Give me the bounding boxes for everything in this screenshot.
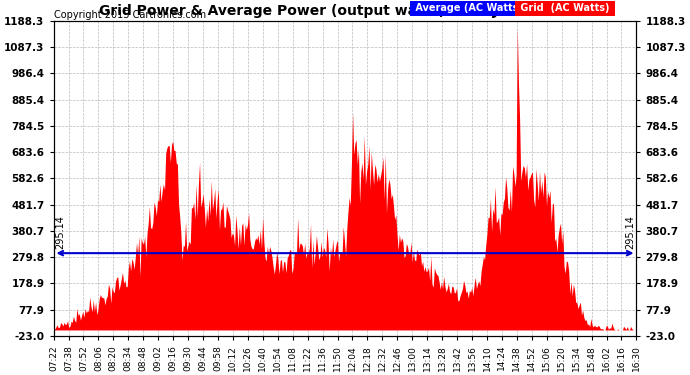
Text: 295.14: 295.14 [55, 215, 65, 249]
Text: Grid  (AC Watts): Grid (AC Watts) [517, 3, 613, 13]
Text: Copyright 2015 Cartronics.com: Copyright 2015 Cartronics.com [54, 10, 206, 20]
Text: Average (AC Watts): Average (AC Watts) [412, 3, 526, 13]
Text: 295.14: 295.14 [625, 215, 635, 249]
Title: Grid Power & Average Power (output watts)  Mon Jan 19 16:40: Grid Power & Average Power (output watts… [99, 4, 591, 18]
